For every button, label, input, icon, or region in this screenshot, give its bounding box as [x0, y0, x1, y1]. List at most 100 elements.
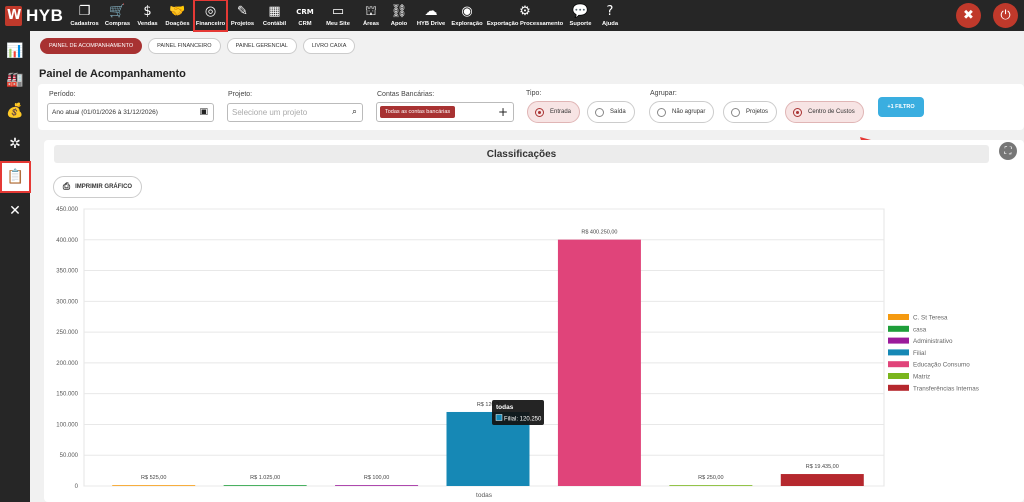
y-tick-label: 50.000	[60, 453, 79, 459]
logout-button[interactable]: ⏻	[993, 3, 1018, 28]
y-tick-label: 100.000	[56, 422, 78, 428]
nav-item-áreas[interactable]: ⛫ Áreas	[357, 0, 385, 31]
nav-item-apoio[interactable]: ⛓ Apoio	[385, 0, 413, 31]
agrupar-projetos-option[interactable]: Projetos	[723, 101, 778, 123]
legend-label: casa	[913, 326, 927, 333]
tools-icon: ✕	[9, 203, 21, 219]
radio-checked-icon	[793, 107, 802, 117]
nav-item-meu-site[interactable]: ▭ Meu Site	[319, 0, 357, 31]
nav-label: Contábil	[262, 21, 287, 27]
tipo-entrada-label: Entrada	[550, 109, 572, 115]
question-icon: ?	[606, 4, 614, 19]
gears-icon: ⚙	[519, 4, 531, 19]
nav-label: Cadastros	[70, 21, 99, 27]
page-title: Painel de Acompanhamento	[39, 68, 186, 80]
monitor-icon: ▭	[331, 4, 345, 19]
chat-icon: 💬	[572, 4, 589, 19]
nav-item-compras[interactable]: 🛒 Compras	[101, 0, 134, 31]
panel-tabs: PAINEL DE ACOMPANHAMENTO PAINEL FINANCEIR…	[40, 38, 356, 54]
nav-item-hyb-drive[interactable]: ☁ HYB Drive	[413, 0, 449, 31]
contas-chip[interactable]: Todas as contas bancárias	[380, 106, 456, 118]
tooltip-box	[492, 399, 544, 425]
nav-item-doações[interactable]: 🤝 Doações	[161, 0, 194, 31]
link-icon: ⛓	[390, 4, 408, 19]
factory-icon: 🏭	[6, 72, 24, 88]
tooltip-title: todas	[496, 404, 514, 411]
target-icon: ◉	[461, 4, 473, 19]
nav-item-exportação-processamento[interactable]: ⚙ Exportação Processamento	[485, 0, 565, 31]
nav-label: Vendas	[137, 21, 158, 27]
nav-label: Projetos	[230, 21, 255, 27]
nav-item-contábil[interactable]: ▦ Contábil	[258, 0, 291, 31]
calendar-icon: ▣	[199, 107, 208, 117]
main-menu: ❐ Cadastros 🛒 Compras $ Vendas 🤝 Doações ◎ Financ…	[68, 0, 624, 32]
plus-icon[interactable]: +	[497, 105, 508, 119]
y-tick-label: 450.000	[56, 207, 78, 213]
nav-label: Áreas	[362, 21, 380, 27]
nav-item-financeiro[interactable]: ◎ Financeiro	[193, 0, 228, 32]
agrupar-centro-option[interactable]: Centro de Custos	[785, 101, 864, 123]
hyb-logo[interactable]: HYB	[5, 5, 63, 27]
bar-c-st-teresa	[112, 485, 196, 486]
radio-icon	[731, 107, 740, 117]
print-chart-button[interactable]: ⎙ IMPRIMIR GRÁFICO	[53, 176, 142, 198]
tab-painel-gerencial[interactable]: PAINEL GERENCIAL	[226, 38, 297, 54]
nav-item-ajuda[interactable]: ? Ajuda	[596, 0, 624, 31]
calculator-icon: ▦	[268, 4, 281, 19]
expand-button[interactable]: ⛶	[999, 142, 1017, 160]
nav-item-vendas[interactable]: $ Vendas	[134, 0, 161, 31]
bar-matriz	[669, 485, 753, 486]
bar-administrativo	[335, 485, 419, 486]
sidebar-factory-button[interactable]: 🏭	[0, 68, 30, 92]
nav-item-projetos[interactable]: ✎ Projetos	[227, 0, 258, 31]
legend-label: C. St Teresa	[913, 315, 948, 322]
tooltip-swatch	[495, 414, 503, 421]
periodo-field[interactable]: Ano atual (01/01/2026 à 31/12/2026) ▣	[47, 103, 214, 122]
tab-livro-caixa[interactable]: LIVRO CAIXA	[302, 38, 356, 54]
projeto-search-input[interactable]: Selecione um projeto ⌕	[227, 103, 363, 122]
nav-item-crm[interactable]: CRM CRM	[291, 0, 319, 31]
nav-label: Doações	[165, 21, 190, 27]
nav-label: Financeiro	[195, 21, 226, 27]
tab-painel-financeiro[interactable]: PAINEL FINANCEIRO	[148, 38, 221, 54]
dollar-circle-icon: $	[143, 4, 152, 19]
agrupar-nao-option[interactable]: Não agrupar	[649, 101, 715, 123]
nav-label: CRM	[298, 21, 312, 27]
bar-casa	[223, 485, 307, 486]
contas-select[interactable]: Todas as contas bancárias +	[376, 102, 514, 122]
y-tick-label: 250.000	[56, 330, 78, 336]
nav-item-exploração[interactable]: ◉ Exploração	[449, 0, 485, 31]
tipo-label: Tipo:	[526, 90, 542, 97]
sidebar-report-button[interactable]: 📋	[0, 161, 31, 193]
bar-data-label: R$ 100,00	[364, 475, 389, 481]
sidebar-network-button[interactable]: ✲	[0, 132, 30, 156]
nav-item-suporte[interactable]: 💬 Suporte	[565, 0, 596, 31]
legend-swatch	[888, 361, 909, 368]
nav-item-cadastros[interactable]: ❐ Cadastros	[68, 0, 101, 31]
legend-label: Matriz	[913, 374, 930, 381]
nav-label: Ajuda	[601, 21, 619, 27]
legend-swatch	[888, 373, 909, 379]
pencil-icon: ✎	[237, 4, 248, 19]
cloud-upload-icon: ☁	[424, 4, 438, 19]
tab-painel-de-acompanhamento[interactable]: PAINEL DE ACOMPANHAMENTO	[40, 38, 143, 54]
bar-data-label: R$ 250,00	[698, 475, 723, 481]
y-tick-label: 200.000	[56, 361, 78, 367]
chart-tooltip: todas Filial: 120.250	[492, 399, 544, 425]
contas-label: Contas Bancárias:	[377, 91, 435, 98]
more-filters-button[interactable]: +1 FILTRO	[878, 97, 924, 117]
sidebar-money-button[interactable]: 💰	[0, 99, 30, 123]
tools-button[interactable]: ✖	[956, 3, 981, 28]
tipo-saida-option[interactable]: Saída	[587, 101, 635, 123]
y-tick-label: 350.000	[56, 269, 78, 275]
nav-label: Meu Site	[326, 21, 350, 27]
bar-transfer-ncias-internas	[780, 474, 864, 486]
sidebar-tools-button[interactable]: ✕	[0, 199, 30, 223]
tipo-entrada-option[interactable]: Entrada	[527, 101, 581, 123]
sidebar-bar-chart-button[interactable]: 📊	[0, 39, 30, 63]
bar-data-label: R$ 525,00	[141, 475, 166, 481]
legend-swatch	[888, 325, 909, 332]
chart-title: Classificações	[54, 145, 989, 163]
printer-icon: ⎙	[62, 182, 71, 192]
projeto-placeholder: Selecione um projeto	[232, 108, 308, 117]
